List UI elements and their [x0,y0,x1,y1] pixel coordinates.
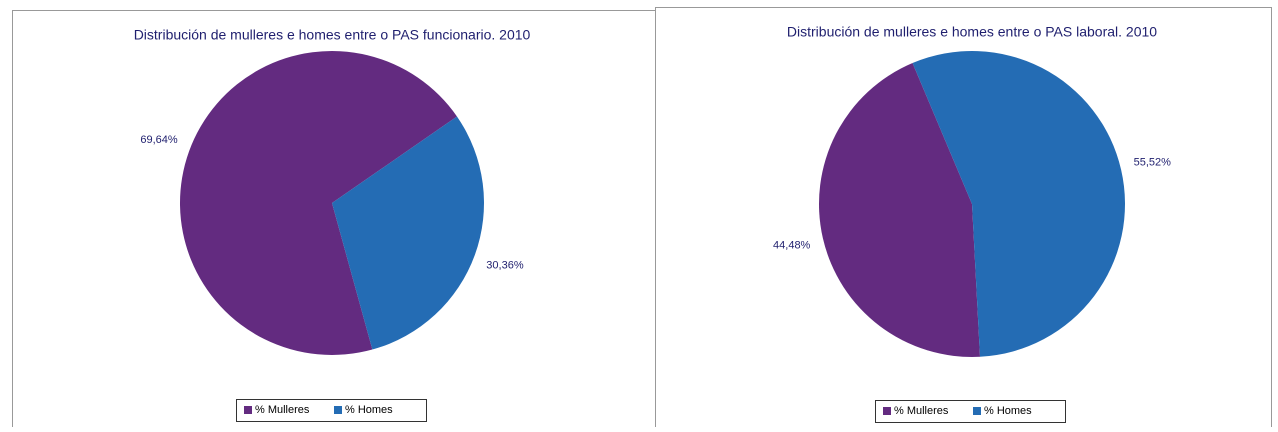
data-label: 55,52% [1134,156,1172,168]
legend-label: % Mulleres [894,405,949,417]
chart-title: Distribución de mulleres e homes entre o… [787,24,1157,40]
legend-swatch [973,407,981,415]
legend-box [875,400,1066,423]
panel-border [655,7,1272,432]
legend-label: % Mulleres [255,404,310,416]
legend-swatch [244,406,252,414]
pie-slice [819,63,981,358]
pie-slice [912,50,1126,357]
legend-label: % Homes [984,405,1032,417]
data-label: 44,48% [773,239,811,251]
data-label: 30,36% [486,260,524,272]
pie-slice [179,51,457,356]
legend-swatch [883,407,891,415]
data-label: 69,64% [140,134,178,146]
legend-swatch [334,406,342,414]
legend-label: % Homes [345,404,393,416]
pie-slice [332,116,484,350]
chart-title: Distribución de mulleres e homes entre o… [134,27,531,43]
legend-box [236,399,427,422]
